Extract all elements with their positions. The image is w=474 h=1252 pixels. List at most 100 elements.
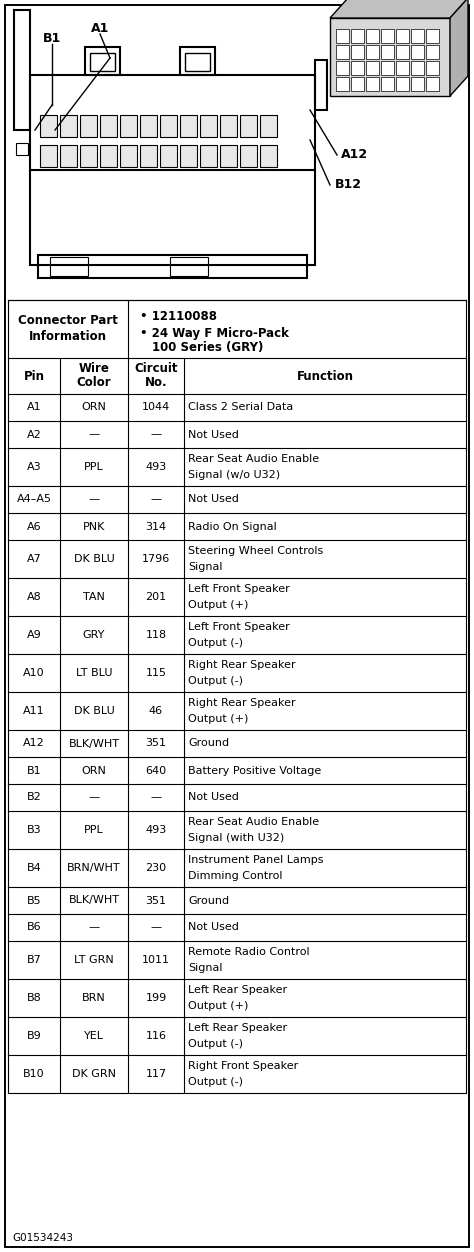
Text: Left Rear Speaker: Left Rear Speaker xyxy=(188,1023,287,1033)
Bar xyxy=(40,115,57,136)
Text: Output (-): Output (-) xyxy=(188,1077,243,1087)
Text: Left Rear Speaker: Left Rear Speaker xyxy=(188,985,287,995)
Text: 116: 116 xyxy=(146,1030,166,1040)
Text: Not Used: Not Used xyxy=(188,495,239,505)
Text: BLK/WHT: BLK/WHT xyxy=(69,739,119,749)
Text: A4–A5: A4–A5 xyxy=(17,495,52,505)
Bar xyxy=(200,115,217,136)
Text: BRN: BRN xyxy=(82,993,106,1003)
Text: TAN: TAN xyxy=(83,592,105,602)
Bar xyxy=(351,61,364,75)
Bar xyxy=(185,53,210,71)
Bar xyxy=(396,61,409,75)
Bar xyxy=(90,53,115,71)
Bar xyxy=(330,18,450,96)
Bar xyxy=(180,115,197,136)
Text: Not Used: Not Used xyxy=(188,429,239,439)
Text: BRN/WHT: BRN/WHT xyxy=(67,863,121,873)
Text: A7: A7 xyxy=(27,553,41,563)
Text: • 24 Way F Micro-Pack: • 24 Way F Micro-Pack xyxy=(140,328,289,341)
Bar xyxy=(60,145,77,167)
Text: A6: A6 xyxy=(27,522,41,532)
Bar xyxy=(396,78,409,91)
Text: G01534243: G01534243 xyxy=(12,1233,73,1243)
Text: A1: A1 xyxy=(91,21,109,35)
Text: A12: A12 xyxy=(341,149,369,162)
Bar xyxy=(100,115,117,136)
Bar xyxy=(351,78,364,91)
Text: No.: No. xyxy=(145,377,167,389)
Text: Output (-): Output (-) xyxy=(188,1039,243,1049)
Text: 1044: 1044 xyxy=(142,402,170,412)
Bar xyxy=(381,29,394,43)
Text: LT GRN: LT GRN xyxy=(74,955,114,965)
Bar xyxy=(60,115,77,136)
Text: Output (+): Output (+) xyxy=(188,600,248,610)
Text: Circuit: Circuit xyxy=(134,363,178,376)
Bar xyxy=(260,115,277,136)
Bar xyxy=(336,45,349,59)
Bar xyxy=(336,78,349,91)
Text: —: — xyxy=(150,923,162,933)
Text: A9: A9 xyxy=(27,630,41,640)
Bar xyxy=(38,255,307,278)
Text: 640: 640 xyxy=(146,765,166,775)
Bar xyxy=(50,257,88,275)
Bar xyxy=(426,45,439,59)
Text: —: — xyxy=(150,495,162,505)
Text: 493: 493 xyxy=(146,825,167,835)
Text: 314: 314 xyxy=(146,522,166,532)
Text: YEL: YEL xyxy=(84,1030,104,1040)
Text: B8: B8 xyxy=(27,993,41,1003)
Bar xyxy=(411,29,424,43)
Bar xyxy=(411,61,424,75)
Bar xyxy=(240,115,257,136)
Bar xyxy=(220,145,237,167)
Text: 351: 351 xyxy=(146,739,166,749)
Text: BLK/WHT: BLK/WHT xyxy=(69,895,119,905)
Text: 230: 230 xyxy=(146,863,166,873)
Text: Wire: Wire xyxy=(79,363,109,376)
Bar xyxy=(200,145,217,167)
Text: A11: A11 xyxy=(23,706,45,716)
Text: 199: 199 xyxy=(146,993,167,1003)
Bar xyxy=(160,145,177,167)
Text: A8: A8 xyxy=(27,592,41,602)
Bar xyxy=(220,115,237,136)
Text: ORN: ORN xyxy=(82,765,107,775)
Bar xyxy=(140,145,157,167)
Text: Instrument Panel Lamps: Instrument Panel Lamps xyxy=(188,855,323,865)
Bar xyxy=(100,145,117,167)
Bar xyxy=(396,29,409,43)
Text: Ground: Ground xyxy=(188,895,229,905)
Text: Radio On Signal: Radio On Signal xyxy=(188,522,277,532)
Bar xyxy=(366,29,379,43)
Bar xyxy=(381,61,394,75)
Text: Dimming Control: Dimming Control xyxy=(188,871,283,881)
Text: B6: B6 xyxy=(27,923,41,933)
Bar xyxy=(426,61,439,75)
Text: 493: 493 xyxy=(146,462,167,472)
Text: Information: Information xyxy=(29,331,107,343)
Bar xyxy=(170,257,208,275)
Polygon shape xyxy=(450,0,468,96)
Text: B10: B10 xyxy=(23,1069,45,1079)
Text: Battery Positive Voltage: Battery Positive Voltage xyxy=(188,765,321,775)
Text: PPL: PPL xyxy=(84,825,104,835)
Text: PNK: PNK xyxy=(83,522,105,532)
Text: B1: B1 xyxy=(27,765,41,775)
Text: Output (+): Output (+) xyxy=(188,714,248,724)
Text: Class 2 Serial Data: Class 2 Serial Data xyxy=(188,402,293,412)
Bar xyxy=(16,143,28,155)
Text: DK BLU: DK BLU xyxy=(73,553,114,563)
Text: 201: 201 xyxy=(146,592,166,602)
Bar xyxy=(180,48,215,75)
Text: Right Front Speaker: Right Front Speaker xyxy=(188,1060,298,1070)
Bar xyxy=(336,29,349,43)
Text: 115: 115 xyxy=(146,669,166,679)
Text: 1011: 1011 xyxy=(142,955,170,965)
Text: ORN: ORN xyxy=(82,402,107,412)
Text: Output (-): Output (-) xyxy=(188,639,243,649)
Bar xyxy=(366,45,379,59)
Text: A12: A12 xyxy=(23,739,45,749)
